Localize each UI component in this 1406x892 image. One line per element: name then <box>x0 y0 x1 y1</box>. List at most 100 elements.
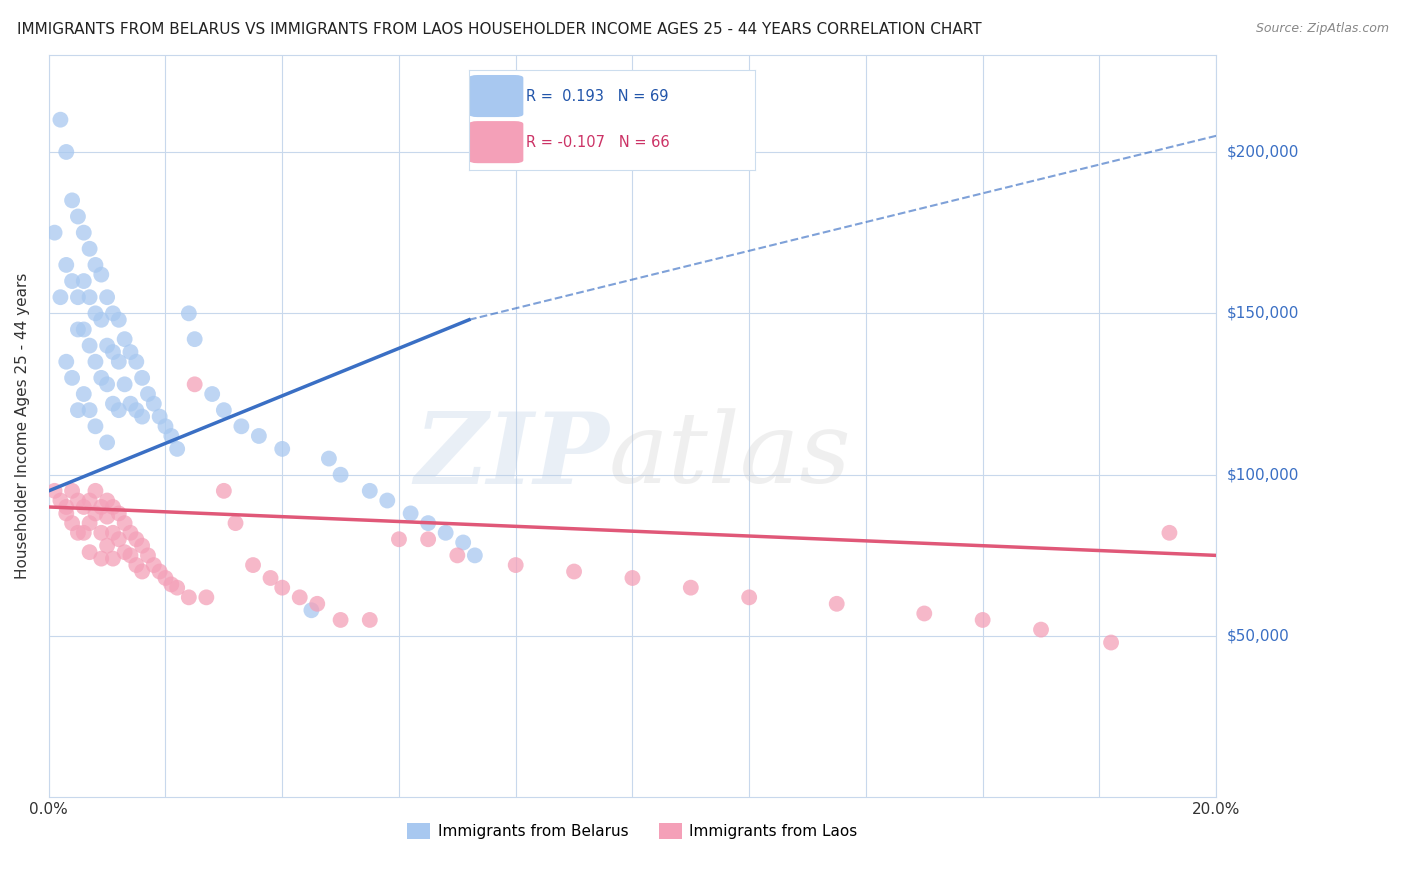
Point <box>131 565 153 579</box>
Point <box>825 597 848 611</box>
Point <box>131 371 153 385</box>
Point <box>49 112 72 127</box>
Text: atlas: atlas <box>609 409 852 504</box>
Point <box>96 338 118 352</box>
Point <box>183 377 205 392</box>
Point <box>84 355 107 369</box>
Point <box>101 525 124 540</box>
Point <box>329 467 352 482</box>
Point <box>418 533 440 547</box>
Point <box>1159 525 1181 540</box>
Point <box>212 483 235 498</box>
Point <box>73 226 96 240</box>
Point <box>66 290 89 304</box>
Point <box>101 500 124 514</box>
Point <box>60 516 83 530</box>
Point <box>142 558 165 572</box>
Point <box>177 306 200 320</box>
Point <box>231 419 253 434</box>
Point <box>136 387 159 401</box>
Point <box>84 419 107 434</box>
Point <box>60 371 83 385</box>
Point <box>149 565 172 579</box>
Point <box>79 545 101 559</box>
Point <box>155 571 177 585</box>
Point <box>329 613 352 627</box>
Point <box>446 549 468 563</box>
Point <box>66 525 89 540</box>
Point <box>101 345 124 359</box>
Point <box>399 507 422 521</box>
Point <box>131 409 153 424</box>
Point <box>44 226 66 240</box>
Text: Source: ZipAtlas.com: Source: ZipAtlas.com <box>1256 22 1389 36</box>
Point <box>318 451 340 466</box>
Point <box>114 545 136 559</box>
Point <box>166 581 188 595</box>
Point <box>84 507 107 521</box>
Point <box>166 442 188 456</box>
Point <box>90 313 112 327</box>
Point <box>107 507 129 521</box>
Point <box>55 355 77 369</box>
Point <box>195 591 218 605</box>
Point <box>136 549 159 563</box>
Point <box>307 597 329 611</box>
Point <box>125 533 148 547</box>
Point <box>375 493 398 508</box>
Point <box>183 332 205 346</box>
Point <box>66 322 89 336</box>
Point <box>131 539 153 553</box>
Point <box>107 403 129 417</box>
Point <box>125 403 148 417</box>
Point <box>55 500 77 514</box>
Text: ZIP: ZIP <box>415 408 609 504</box>
Point <box>107 533 129 547</box>
Point <box>107 313 129 327</box>
Point <box>359 483 381 498</box>
Point <box>125 355 148 369</box>
Point <box>155 419 177 434</box>
Point <box>84 483 107 498</box>
Point <box>160 577 183 591</box>
Point <box>79 493 101 508</box>
Point <box>90 525 112 540</box>
Point <box>621 571 644 585</box>
Point <box>96 509 118 524</box>
Point <box>90 500 112 514</box>
Point <box>60 483 83 498</box>
Point <box>73 387 96 401</box>
Point <box>84 306 107 320</box>
Point <box>271 581 294 595</box>
Point <box>738 591 761 605</box>
Point <box>84 258 107 272</box>
Point <box>96 377 118 392</box>
Point <box>912 607 935 621</box>
Point <box>96 435 118 450</box>
Point <box>212 403 235 417</box>
Point <box>79 403 101 417</box>
Point <box>90 268 112 282</box>
Point <box>96 493 118 508</box>
Point <box>96 539 118 553</box>
Point <box>1099 635 1122 649</box>
Point <box>90 371 112 385</box>
Point <box>114 377 136 392</box>
Point <box>114 332 136 346</box>
Point <box>120 345 142 359</box>
Point <box>299 603 322 617</box>
Point <box>107 355 129 369</box>
Point <box>225 516 247 530</box>
Point <box>125 558 148 572</box>
Point <box>562 565 585 579</box>
Point <box>55 145 77 159</box>
Point <box>1029 623 1052 637</box>
Point <box>66 210 89 224</box>
Point <box>288 591 311 605</box>
Point <box>73 500 96 514</box>
Point <box>66 403 89 417</box>
Point <box>120 397 142 411</box>
Legend: Immigrants from Belarus, Immigrants from Laos: Immigrants from Belarus, Immigrants from… <box>401 817 863 846</box>
Point <box>49 290 72 304</box>
Point <box>60 274 83 288</box>
